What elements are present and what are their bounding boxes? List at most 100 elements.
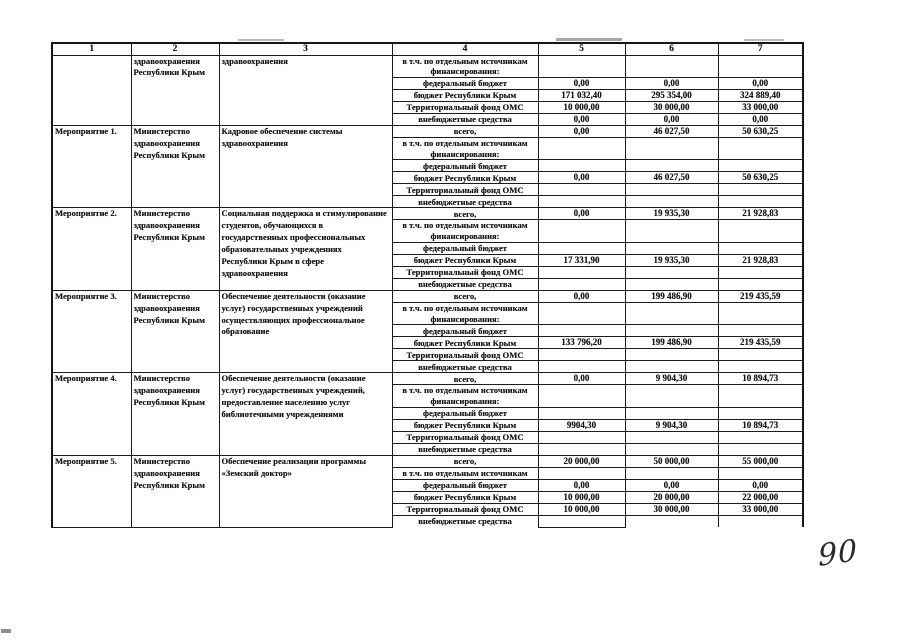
row-label-cell: всего,: [391, 454, 539, 468]
description-cell: Обеспечение деятельности (оказание услуг…: [218, 372, 393, 456]
value-cell: 0,00: [537, 289, 626, 303]
description-cell: Социальная поддержка и стимулирование ст…: [218, 207, 393, 291]
value-cell: [717, 54, 804, 78]
row-label-cell: в т.ч. по отдельным источникам финансиро…: [391, 301, 539, 326]
description-cell: Обеспечение деятельности (оказание услуг…: [218, 289, 393, 374]
value-cell: 10 000,00: [537, 490, 626, 504]
value-cell: 0,00: [624, 112, 719, 126]
value-cell: 0,00: [624, 478, 719, 492]
description-cell: здравоохранения: [218, 54, 393, 126]
value-cell: [624, 406, 719, 420]
budget-table-body: 1 2 3 4 5 6 7 здравоохранения Республики Крым зд…: [51, 42, 804, 528]
value-cell: [624, 265, 719, 279]
table-row: внебюджетные средства: [52, 442, 804, 456]
row-label-cell: Территориальный фонд ОМС: [391, 430, 539, 444]
value-cell: [537, 384, 626, 408]
value-cell: 20 000,00: [537, 454, 626, 468]
value-cell: [624, 183, 719, 197]
column-number-cell: 7: [717, 42, 804, 56]
value-cell: 0,00: [717, 478, 804, 492]
value-cell: [624, 442, 719, 456]
row-label-cell: внебюджетные средства: [391, 360, 539, 374]
value-cell: [624, 241, 719, 255]
table-row: бюджет Республики Крым 10 000,00 20 000,00…: [52, 490, 804, 504]
value-cell: 0,00: [537, 478, 626, 492]
activity-cell: Мероприятие 2.: [51, 207, 132, 291]
table-row: федеральный бюджет: [52, 324, 804, 338]
value-cell: 10 894,73: [717, 372, 804, 386]
value-cell: 10 894,73: [717, 418, 804, 432]
value-cell: 9 904,30: [624, 372, 719, 386]
value-cell: [717, 430, 804, 444]
column-number-cell: 1: [51, 42, 132, 56]
value-cell: [624, 514, 719, 528]
value-cell: 0,00: [537, 207, 626, 221]
value-cell: [717, 241, 804, 255]
value-cell: 0,00: [537, 372, 626, 386]
row-label-cell: в т.ч. по отдельным источникам финансиро…: [391, 219, 539, 243]
value-cell: 10 000,00: [537, 100, 626, 114]
value-cell: 46 027,50: [624, 171, 719, 185]
table-row: в т.ч. по отдельным источникам финансиро…: [52, 301, 804, 326]
value-cell: 33 000,00: [717, 502, 804, 516]
value-cell: [537, 277, 626, 291]
scan-smudge: [238, 39, 284, 41]
value-cell: 30 000,00: [624, 502, 719, 516]
row-label-cell: бюджет Республики Крым: [391, 88, 539, 102]
column-number-cell: 6: [624, 42, 719, 56]
row-label-cell: всего,: [391, 372, 539, 386]
table-row: Мероприятие 2. Министерство здравоохранен…: [51, 207, 804, 291]
table-row: Территориальный фонд ОМС 10 000,00 30 000,…: [52, 100, 804, 114]
value-cell: [717, 442, 804, 456]
value-cell: 0,00: [717, 76, 804, 90]
value-cell: [624, 219, 719, 243]
handwritten-page-number: 90: [817, 533, 859, 574]
table-row: в т.ч. по отдельным источникам финансиро…: [52, 384, 804, 408]
value-cell: [537, 136, 626, 161]
value-cell: 50 630,25: [717, 171, 804, 185]
value-cell: [717, 219, 804, 243]
activity-cell: Мероприятие 4.: [51, 372, 132, 456]
value-cell: 22 000,00: [717, 490, 804, 504]
activity-cell: [51, 54, 132, 126]
scan-artifact: [1, 629, 11, 633]
value-cell: [537, 159, 626, 173]
value-cell: 21 928,83: [717, 207, 804, 221]
table-row: Мероприятие 3. Министерство здравоохранен…: [51, 289, 804, 374]
table-row: Мероприятие 4. Министерство здравоохранен…: [51, 372, 804, 456]
row-label-cell: федеральный бюджет: [391, 324, 539, 338]
table-row: Территориальный фонд ОМС: [52, 183, 804, 197]
table-row: Территориальный фонд ОМС 10 000,00 30 000,…: [52, 502, 804, 516]
value-cell: [717, 384, 804, 408]
row-label-cell: внебюджетные средства: [391, 442, 539, 456]
description-cell: Кадровое обеспечение системы здравоохран…: [218, 124, 393, 209]
value-cell: [537, 430, 626, 444]
value-cell: [717, 183, 804, 197]
value-cell: [717, 195, 804, 209]
value-cell: [717, 136, 804, 161]
row-label-cell: в т.ч. по отдельным источникам финансиро…: [391, 54, 539, 78]
value-cell: [537, 54, 626, 78]
table-row: в т.ч. по отдельным источникам финансиро…: [52, 219, 804, 243]
value-cell: [717, 514, 804, 528]
row-label-cell: в т.ч. по отдельным источникам финансиро…: [391, 384, 539, 408]
value-cell: [537, 301, 626, 326]
value-cell: 21 928,83: [717, 253, 804, 267]
value-cell: 0,00: [624, 76, 719, 90]
value-cell: [537, 183, 626, 197]
value-cell: 219 435,59: [717, 336, 804, 350]
value-cell: [717, 265, 804, 279]
value-cell: 9904,30: [537, 418, 626, 432]
row-label-cell: Территориальный фонд ОМС: [391, 502, 539, 516]
value-cell: [624, 159, 719, 173]
activity-cell: Мероприятие 5.: [51, 454, 132, 528]
ministry-cell: Министерство здравоохранения Республики …: [130, 124, 220, 209]
row-label-cell: внебюджетные средства: [391, 195, 539, 209]
value-cell: 19 935,30: [624, 253, 719, 267]
value-cell: 46 027,50: [624, 124, 719, 138]
value-cell: 0,00: [537, 112, 626, 126]
scan-smudge: [556, 38, 622, 41]
value-cell: 9 904,30: [624, 418, 719, 432]
description-cell: Обеспечение реализации программы «Земски…: [218, 454, 393, 528]
row-label-cell: бюджет Республики Крым: [391, 253, 539, 267]
